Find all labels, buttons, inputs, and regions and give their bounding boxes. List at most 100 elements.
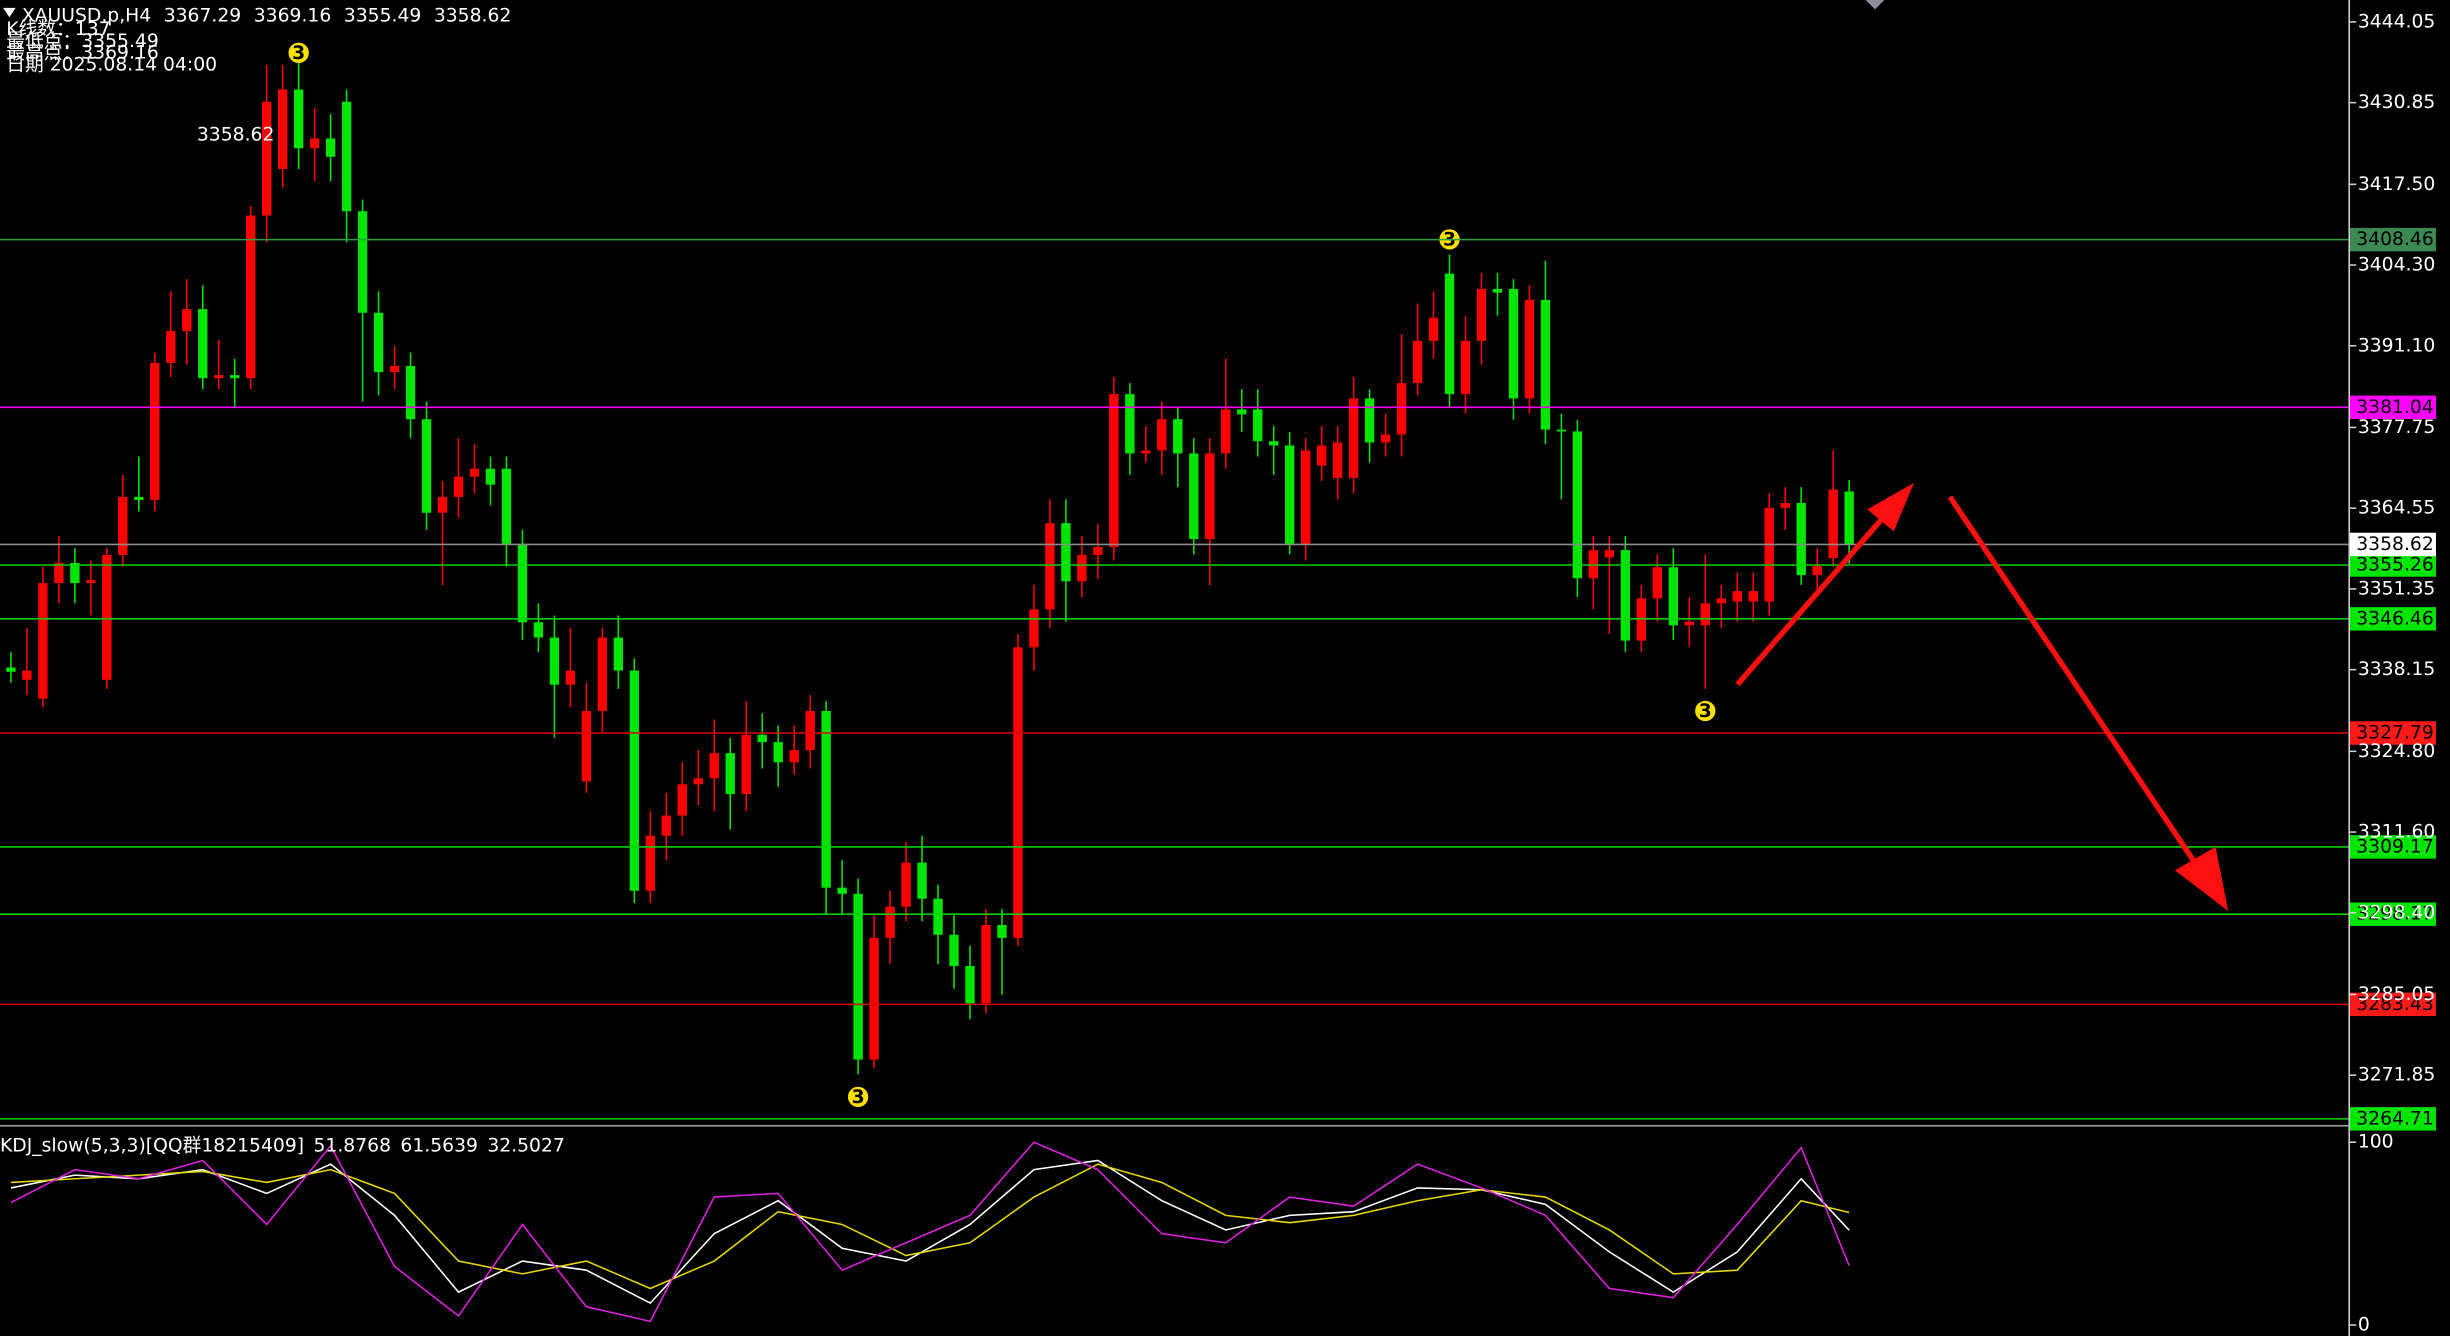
candle-body xyxy=(54,562,64,584)
candle-body xyxy=(134,496,144,500)
candle-body xyxy=(1157,419,1167,451)
candle-body xyxy=(405,365,416,420)
candle-body xyxy=(901,862,911,907)
level-label: 3298.17 xyxy=(2356,904,2434,925)
candle-body xyxy=(1412,340,1423,384)
fractal-label: 3 xyxy=(292,43,305,64)
level-label-box xyxy=(2350,992,2436,1017)
candle-body xyxy=(1652,567,1663,599)
level-label: 3381.04 xyxy=(2356,397,2434,418)
candle-body xyxy=(1748,591,1758,602)
candle-body xyxy=(357,211,368,313)
candle-body xyxy=(469,468,480,477)
level-label-box xyxy=(2350,553,2436,577)
candle-body xyxy=(965,966,975,1004)
candle-body xyxy=(86,580,96,584)
candle-body xyxy=(1732,591,1742,602)
candle-body xyxy=(389,365,400,373)
candle-body xyxy=(1396,383,1407,435)
kdj-title: KDJ_slow(5,3,3)[QQ群18215409] xyxy=(0,1134,304,1156)
scroll-marker xyxy=(1865,0,1885,10)
candle-body xyxy=(517,543,528,623)
candle-body xyxy=(1540,299,1551,430)
candle-body xyxy=(1380,434,1391,443)
kdj-value: 61.5639 xyxy=(400,1135,478,1156)
candle-body xyxy=(1013,647,1023,938)
candle-body xyxy=(262,101,272,216)
candle-body xyxy=(1285,445,1295,544)
candle-body xyxy=(277,89,288,170)
candle-body xyxy=(325,138,336,157)
fractal-label: 3 xyxy=(1699,701,1712,722)
arrow-up-head xyxy=(1867,482,1915,532)
levels: 3408.46 3381.04 3355.26 3346.46 3327.79 3309.… xyxy=(0,227,2436,1131)
candle-body xyxy=(805,710,815,751)
candle-body xyxy=(1620,550,1631,641)
kdj-line xyxy=(10,1159,1850,1305)
info-line: K线数：137 xyxy=(6,18,110,40)
candle-body xyxy=(693,778,703,785)
fractal-marker xyxy=(288,42,309,63)
candle-body xyxy=(789,750,799,763)
candle-body xyxy=(1796,502,1806,576)
y-tick-label: 3377.75 xyxy=(2358,417,2436,438)
kdj-line xyxy=(10,1163,1850,1290)
candle-body xyxy=(1173,419,1183,454)
candle-body xyxy=(581,710,592,782)
candle-body xyxy=(230,375,240,379)
candle-body xyxy=(645,835,655,891)
candle-body xyxy=(773,742,783,763)
level-label-box xyxy=(2350,902,2436,926)
candle-body xyxy=(1716,598,1726,604)
candle-body xyxy=(341,101,352,212)
candle-body xyxy=(629,670,640,891)
candle-body xyxy=(1444,273,1455,395)
candle-body xyxy=(1604,550,1615,558)
candle-body xyxy=(1588,550,1599,579)
candle-body xyxy=(1556,429,1567,432)
kdj-tick-label: 0 xyxy=(2358,1315,2370,1336)
candle-body xyxy=(246,215,256,379)
candle-body xyxy=(1668,567,1679,626)
level-label: 3309.17 xyxy=(2356,836,2434,857)
y-tick-label: 3351.35 xyxy=(2358,578,2436,599)
candle-body xyxy=(949,934,959,967)
candle-body xyxy=(437,496,448,513)
candle-body xyxy=(853,893,863,1060)
candle-body xyxy=(1093,547,1103,555)
ohlc-value: 3369.16 xyxy=(254,5,332,26)
candle-body xyxy=(501,468,512,544)
ohlc-value: 3367.29 xyxy=(164,5,242,26)
level-label: 3327.79 xyxy=(2356,723,2434,744)
candle-body xyxy=(821,710,831,888)
fractal-marker xyxy=(847,1086,869,1108)
candle-body xyxy=(102,554,112,680)
arrows xyxy=(1735,482,2229,911)
candle-body xyxy=(1780,502,1790,508)
candle-body xyxy=(997,925,1007,938)
level-label: 3346.46 xyxy=(2356,608,2434,629)
candle-body xyxy=(1205,453,1215,540)
candle-body xyxy=(421,419,432,513)
candle-body xyxy=(1125,394,1135,454)
candle-body xyxy=(741,734,751,795)
candle-body xyxy=(1828,489,1838,559)
candle-body xyxy=(1109,394,1119,548)
candle-body xyxy=(1221,409,1231,454)
candle-body xyxy=(1189,453,1199,540)
candle-body xyxy=(709,753,719,779)
candle-body xyxy=(549,637,560,685)
current-price-label: 3358.62 xyxy=(2356,534,2434,555)
fractal-label: 3 xyxy=(852,1087,865,1108)
info-line: 最低点：3355.49 xyxy=(6,30,159,52)
candle-body xyxy=(1300,450,1311,544)
y-tick-label: 3417.50 xyxy=(2358,174,2436,195)
candle-body xyxy=(1572,431,1583,579)
level-label-box xyxy=(2350,227,2436,252)
candle-body xyxy=(1348,398,1359,478)
candle-body xyxy=(1045,523,1055,610)
kdj-value: 32.5027 xyxy=(487,1135,565,1156)
candle-body xyxy=(118,496,128,555)
